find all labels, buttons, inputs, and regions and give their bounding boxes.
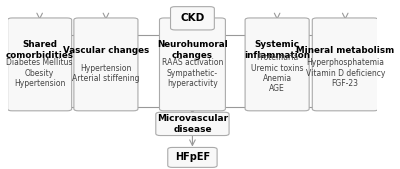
FancyBboxPatch shape xyxy=(170,7,214,30)
FancyBboxPatch shape xyxy=(168,147,217,167)
FancyBboxPatch shape xyxy=(160,18,225,111)
FancyBboxPatch shape xyxy=(156,112,229,136)
FancyBboxPatch shape xyxy=(245,18,309,111)
Text: HFpEF: HFpEF xyxy=(175,152,210,162)
Text: Hyperphosphatemia
Vitamin D deficiency
FGF-23: Hyperphosphatemia Vitamin D deficiency F… xyxy=(306,58,385,88)
FancyBboxPatch shape xyxy=(74,18,138,111)
Text: Mineral metabolism: Mineral metabolism xyxy=(296,46,394,55)
Text: Hypertension
Arterial stiffening: Hypertension Arterial stiffening xyxy=(72,64,140,83)
Text: Systemic
inflammation: Systemic inflammation xyxy=(244,40,310,60)
Text: RAAS activation
Sympathetic-
hyperactivity: RAAS activation Sympathetic- hyperactivi… xyxy=(162,58,223,88)
Text: Diabetes Mellitus
Obesity
Hypertension: Diabetes Mellitus Obesity Hypertension xyxy=(6,58,73,88)
Text: Vascular changes: Vascular changes xyxy=(63,46,149,55)
FancyBboxPatch shape xyxy=(312,18,378,111)
Text: Shared
comorbidities: Shared comorbidities xyxy=(6,40,74,60)
Text: Microvascular
disease: Microvascular disease xyxy=(157,114,228,134)
Text: Neurohumoral
changes: Neurohumoral changes xyxy=(157,40,228,60)
Text: Proteinuria
Uremic toxins
Anemia
AGE: Proteinuria Uremic toxins Anemia AGE xyxy=(251,53,303,93)
Text: CKD: CKD xyxy=(180,13,204,23)
FancyBboxPatch shape xyxy=(8,18,72,111)
